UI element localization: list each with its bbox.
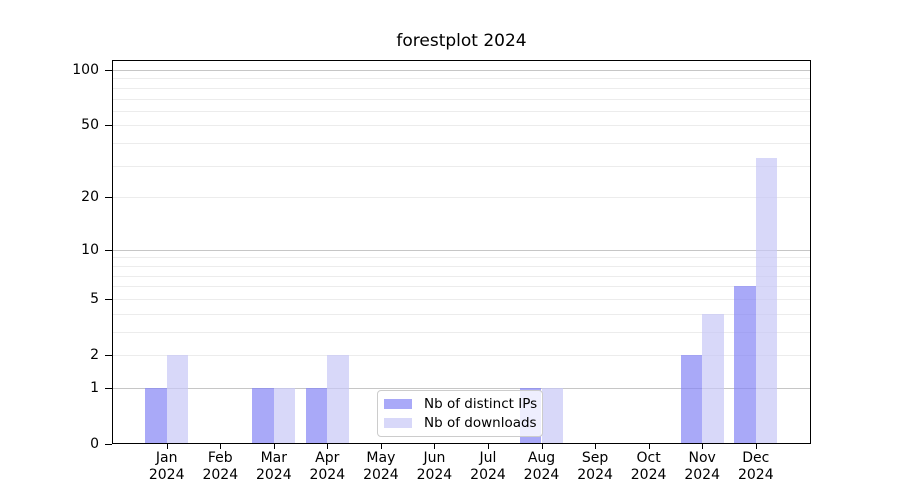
bar-distinct-ips-jan-2024 (145, 387, 167, 443)
gridline-minor (113, 110, 810, 112)
y-tick-mark (105, 298, 112, 300)
x-tick-label: Jul 2024 (470, 450, 506, 483)
x-tick-mark (273, 444, 275, 449)
gridline-minor (113, 355, 810, 356)
bar-downloads-apr-2024 (327, 355, 349, 443)
x-tick-mark (327, 444, 329, 449)
y-tick-label: 20 (81, 189, 99, 206)
x-tick-mark (648, 444, 650, 449)
x-tick-mark (434, 444, 436, 449)
gridline-major (113, 249, 810, 251)
bar-downloads-aug-2024 (541, 387, 563, 443)
x-tick-label: Sep 2024 (577, 450, 613, 483)
x-tick-label: May 2024 (363, 450, 399, 483)
x-tick-label: Mar 2024 (255, 450, 292, 483)
y-tick-mark (105, 125, 112, 127)
gridline-minor (113, 331, 810, 333)
y-tick-label: 10 (81, 241, 99, 258)
bar-downloads-nov-2024 (702, 313, 724, 443)
axis-spine-top (112, 60, 811, 61)
gridline-minor (113, 197, 810, 199)
y-tick-mark (105, 387, 112, 389)
x-tick-mark (541, 444, 543, 449)
y-tick-mark (105, 249, 112, 251)
x-tick-label: Jun 2024 (416, 450, 453, 483)
gridline-major (113, 70, 810, 71)
legend-item-downloads: Nb of downloads (384, 415, 538, 431)
y-tick-mark (105, 355, 112, 356)
gridline-minor (113, 298, 810, 300)
axis-spine-bottom (112, 443, 811, 444)
x-tick-label: Feb 2024 (202, 450, 239, 483)
plot-area: Nb of distinct IPs Nb of downloads (112, 60, 811, 444)
y-tick-label: 0 (90, 436, 99, 452)
y-tick-label: 50 (81, 117, 99, 134)
y-tick-label: 2 (90, 347, 99, 363)
y-tick-label: 5 (90, 290, 99, 307)
gridline-minor (113, 313, 810, 315)
gridline-major (113, 387, 810, 389)
y-tick-mark (105, 197, 112, 199)
x-tick-mark (488, 444, 489, 449)
legend-label-downloads: Nb of downloads (424, 415, 537, 431)
chart-title: forestplot 2024 (396, 31, 527, 51)
gridline-minor (113, 265, 810, 267)
bar-downloads-jan-2024 (166, 355, 189, 443)
x-tick-label: Jan 2024 (148, 450, 185, 483)
legend-label-distinct-ips: Nb of distinct IPs (424, 396, 538, 412)
legend-swatch-downloads (384, 418, 412, 428)
x-tick-mark (380, 444, 382, 449)
x-tick-mark (755, 444, 757, 449)
x-tick-label: Oct 2024 (630, 450, 667, 483)
legend-item-distinct-ips: Nb of distinct IPs (384, 396, 538, 412)
gridline-minor (113, 286, 810, 288)
bar-distinct-ips-nov-2024 (680, 355, 703, 443)
gridline-minor (113, 125, 810, 127)
gridline-minor (113, 98, 810, 100)
bar-distinct-ips-dec-2024 (734, 286, 756, 443)
gridline-minor (113, 143, 810, 145)
bar-downloads-mar-2024 (273, 387, 296, 443)
y-tick-mark (105, 444, 112, 445)
x-tick-mark (595, 444, 597, 449)
gridline-minor (113, 78, 810, 80)
x-tick-label: Aug 2024 (523, 450, 560, 483)
x-tick-mark (220, 444, 222, 449)
gridline-minor (113, 165, 810, 167)
x-tick-label: Dec 2024 (737, 450, 774, 483)
y-tick-label: 1 (90, 379, 99, 396)
gridline-minor (113, 87, 810, 89)
gridline-minor (113, 257, 810, 259)
x-tick-mark (166, 444, 168, 449)
legend: Nb of distinct IPs Nb of downloads (377, 390, 543, 437)
bar-distinct-ips-apr-2024 (305, 387, 328, 443)
bar-downloads-dec-2024 (755, 158, 778, 443)
axis-spine-left (112, 60, 113, 444)
gridline-minor (113, 275, 810, 277)
y-tick-label: 100 (72, 62, 99, 78)
x-tick-mark (702, 444, 704, 449)
x-tick-label: Nov 2024 (684, 450, 721, 483)
bar-distinct-ips-mar-2024 (252, 387, 274, 443)
axis-spine-right (810, 60, 811, 444)
x-tick-label: Apr 2024 (309, 450, 346, 483)
y-tick-mark (105, 70, 112, 71)
legend-swatch-distinct-ips (384, 399, 412, 409)
